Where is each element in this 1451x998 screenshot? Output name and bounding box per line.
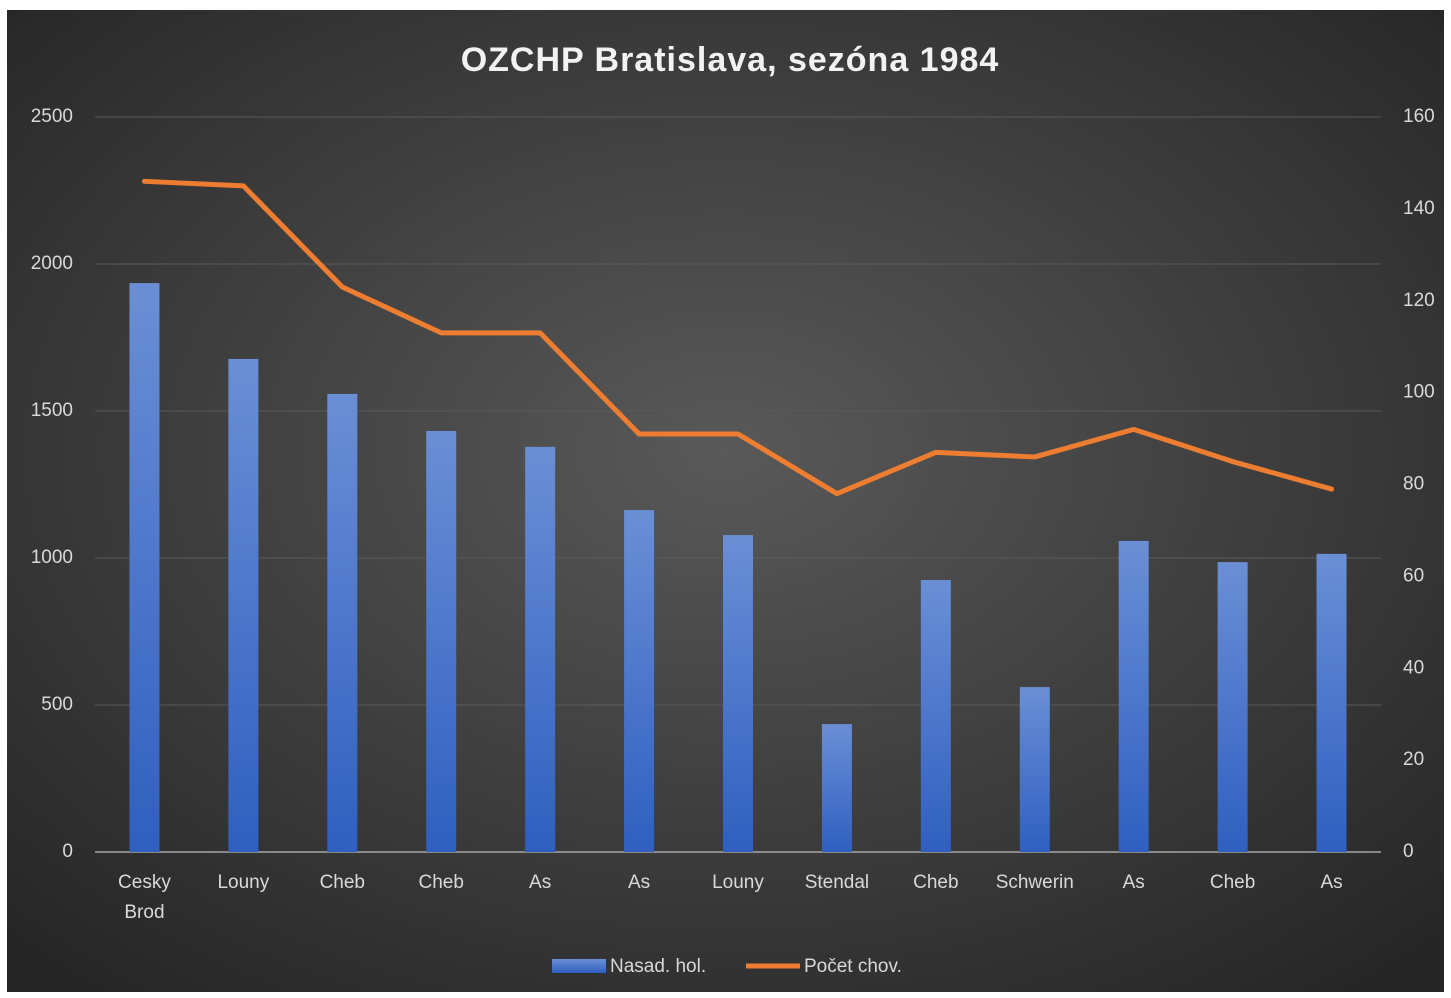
y-tick-label: 1000	[31, 547, 73, 568]
y2-tick-label: 60	[1403, 565, 1424, 586]
y2-tick-label: 0	[1403, 841, 1414, 862]
bar	[1118, 540, 1149, 852]
legend-swatch	[552, 959, 606, 973]
legend-label: Nasad. hol.	[610, 956, 706, 977]
x-tick-label: As	[1320, 872, 1343, 893]
legend-label: Počet chov.	[804, 956, 902, 977]
x-tick-label: Louny	[217, 872, 270, 893]
y2-tick-label: 80	[1403, 474, 1424, 495]
bar	[426, 430, 457, 852]
y-tick-label: 500	[41, 694, 73, 715]
x-tick-label: Cheb	[418, 872, 464, 893]
bar	[327, 393, 358, 852]
bar	[624, 510, 655, 852]
bar	[1019, 687, 1050, 852]
x-tick-label: Schwerin	[995, 872, 1074, 893]
y-tick-label: 2500	[31, 106, 73, 127]
bar	[723, 535, 753, 852]
y2-tick-label: 20	[1403, 749, 1424, 770]
x-tick-label: Cheb	[1209, 872, 1256, 893]
bar	[129, 283, 160, 852]
bar	[821, 724, 852, 852]
y2-tick-label: 120	[1403, 290, 1435, 311]
y-tick-label: 0	[62, 841, 73, 862]
bar	[1316, 553, 1347, 852]
line	[141, 178, 1335, 497]
x-tick-label: As	[529, 872, 552, 893]
y2-tick-label: 160	[1403, 106, 1435, 127]
y-tick-label: 1500	[31, 400, 73, 421]
x-tick-label: Louny	[712, 872, 764, 893]
y2-tick-label: 100	[1403, 382, 1435, 403]
y2-tick-label: 140	[1403, 198, 1435, 219]
chart-title: OZCHP Bratislava, sezóna 1984	[461, 41, 1000, 79]
y-tick-label: 2000	[31, 253, 73, 274]
x-tick-label: Cheb	[319, 872, 365, 893]
bar	[525, 446, 556, 852]
x-tick-label: As	[1122, 872, 1145, 893]
x-tick-label: Cheb	[913, 872, 959, 893]
bar	[228, 358, 259, 852]
y2-tick-label: 40	[1403, 657, 1424, 678]
bar	[1217, 562, 1248, 852]
bar	[920, 580, 951, 852]
x-tick-label: As	[627, 872, 651, 893]
x-tick-label: Stendal	[804, 872, 870, 893]
x-tick-label: Cesky Brod	[118, 872, 171, 923]
